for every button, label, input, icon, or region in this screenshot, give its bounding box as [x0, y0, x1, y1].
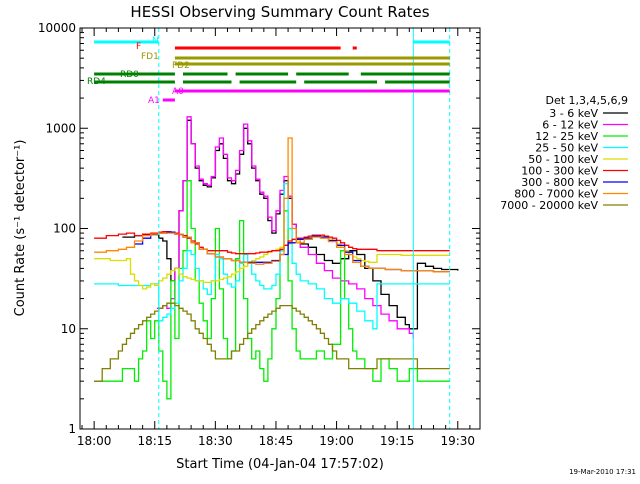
x-tick-label: 19:00	[319, 434, 354, 448]
legend-entry-label: 50 - 100 keV	[528, 153, 598, 166]
series-line-2	[94, 180, 450, 400]
series-line-1	[156, 116, 414, 339]
legend-entry-label: 3 - 6 keV	[549, 107, 598, 120]
x-tick-label: 18:15	[137, 434, 172, 448]
y-tick-label: 100	[53, 222, 76, 236]
status-bar-label: F	[136, 42, 141, 52]
chart-title: HESSI Observing Summary Count Rates	[130, 3, 429, 21]
x-tick-label: 19:15	[380, 434, 415, 448]
legend-entry-label: 12 - 25 keV	[535, 130, 598, 143]
axes: 1 10 100 1000 10000 18:00 18:15 18:30 18:45 19:00…	[38, 21, 481, 448]
y-tick-label: 1000	[45, 121, 76, 135]
status-bar-label: FD1	[141, 52, 159, 62]
series-line-0	[122, 119, 459, 330]
x-tick-label: 19:30	[440, 434, 475, 448]
series-layer	[94, 28, 459, 429]
legend-entry-label: 800 - 7000 keV	[514, 188, 598, 201]
x-tick-label: 18:45	[259, 434, 294, 448]
y-tick-label: 10	[61, 322, 76, 336]
status-bar-label: N	[152, 36, 159, 46]
x-tick-label: 18:30	[198, 434, 233, 448]
legend-entry-label: 6 - 12 keV	[542, 119, 598, 132]
y-axis-label: Count Rate (s⁻¹ detector⁻¹)	[13, 140, 28, 317]
y-tick-label: 10000	[38, 21, 76, 35]
status-bar-label: RD4	[87, 77, 106, 87]
legend-entry-label: 100 - 300 keV	[521, 165, 598, 178]
status-bar-label: RD0	[120, 70, 139, 80]
legend-entry-label: 7000 - 20000 keV	[500, 199, 598, 212]
status-bar-label: A0	[172, 87, 184, 97]
status-bar-label: FD2	[172, 61, 190, 71]
footer-date: 19-Mar-2010 17:31	[569, 468, 636, 476]
series-line-8	[94, 302, 450, 382]
x-axis-label: Start Time (04-Jan-04 17:57:02)	[176, 457, 384, 472]
legend-entry-label: 300 - 800 keV	[521, 176, 598, 189]
x-tick-label: 18:00	[77, 434, 112, 448]
legend-title: Det 1,3,4,5,6,9	[545, 94, 628, 107]
series-line-3	[94, 183, 450, 330]
y-tick-label: 1	[68, 422, 76, 436]
legend-entry-label: 25 - 50 keV	[535, 142, 598, 155]
status-bar-label: A1	[148, 96, 160, 106]
